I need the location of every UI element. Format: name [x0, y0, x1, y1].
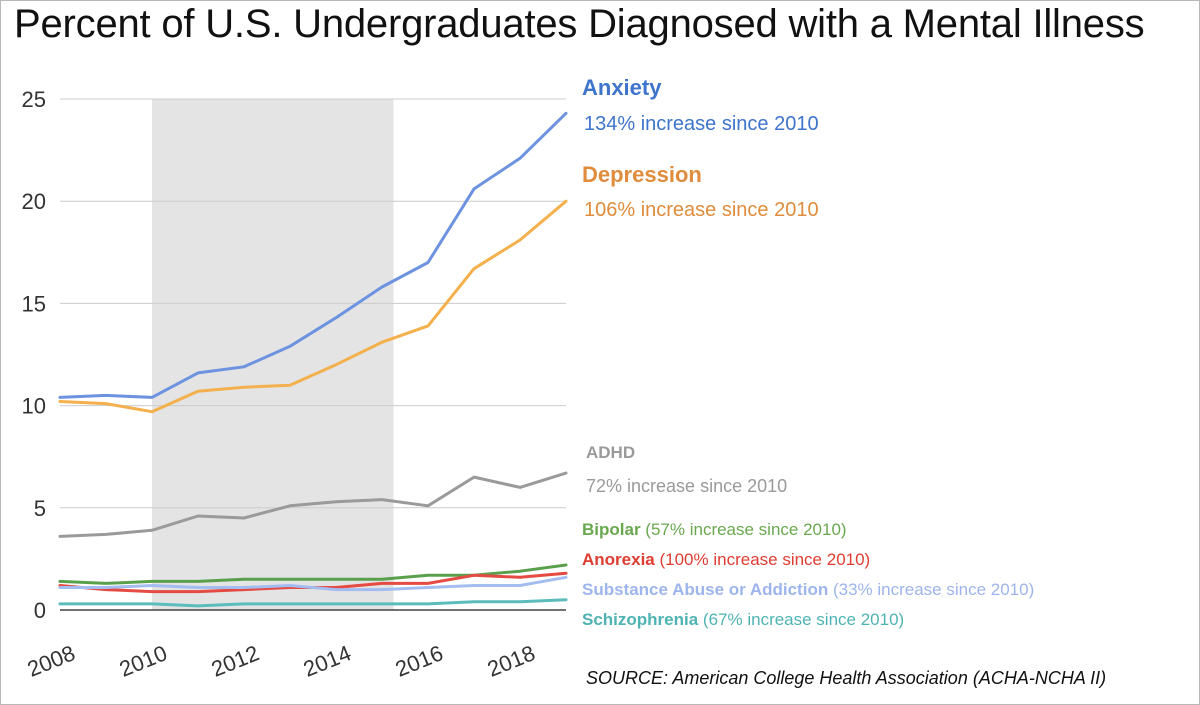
legend-anorexia-note: (100% increase since 2010) — [659, 550, 871, 569]
legend-anxiety-note: 134% increase since 2010 — [584, 113, 819, 135]
x-tick-label-2016: 2016 — [392, 640, 447, 682]
y-tick-label-5: 5 — [34, 496, 46, 521]
legend-depression-note: 106% increase since 2010 — [584, 199, 819, 221]
y-tick-label-0: 0 — [34, 598, 46, 623]
y-tick-label-15: 15 — [22, 291, 46, 316]
legend-adhd-name: ADHD — [586, 443, 636, 462]
series-line-depression — [58, 199, 568, 414]
x-tick-label-2010: 2010 — [116, 640, 171, 682]
x-tick-label-2012: 2012 — [208, 640, 263, 682]
legend-schizophrenia-note: (67% increase since 2010) — [702, 610, 905, 629]
legend-depression-name: Depression — [582, 162, 702, 187]
legend-substance-name: Substance Abuse or Addiction — [582, 580, 829, 599]
series-line-adhd — [58, 471, 568, 538]
series-line-schizophrenia — [58, 598, 568, 608]
legend-anorexia-name: Anorexia — [582, 550, 655, 569]
y-tick-label-25: 25 — [22, 87, 46, 112]
legend-anorexia: Anorexia (100% increase since 2010) — [582, 550, 870, 570]
page-title: Percent of U.S. Undergraduates Diagnosed… — [14, 2, 1145, 46]
y-tick-label-10: 10 — [22, 394, 46, 419]
source-note: SOURCE: American College Health Associat… — [586, 668, 1107, 688]
x-tick-label-2008: 2008 — [24, 640, 79, 682]
y-tick-label-20: 20 — [22, 189, 46, 214]
series-line-anxiety — [58, 111, 568, 399]
legend-bipolar-note: (57% increase since 2010) — [645, 520, 847, 539]
legend-substance: Substance Abuse or Addiction (33% increa… — [582, 580, 1034, 600]
legend-schizophrenia-name: Schizophrenia — [582, 610, 699, 629]
legend-bipolar: Bipolar (57% increase since 2010) — [582, 520, 847, 540]
legend-adhd-note: 72% increase since 2010 — [586, 476, 788, 496]
legend-anxiety-name: Anxiety — [582, 75, 662, 100]
x-tick-label-2014: 2014 — [300, 640, 355, 682]
legend-schizophrenia: Schizophrenia (67% increase since 2010) — [582, 610, 904, 630]
legend-substance-note: (33% increase since 2010) — [832, 580, 1035, 599]
x-tick-label-2018: 2018 — [484, 640, 539, 682]
legend-bipolar-name: Bipolar — [582, 520, 641, 539]
series-line-substance — [58, 575, 568, 592]
